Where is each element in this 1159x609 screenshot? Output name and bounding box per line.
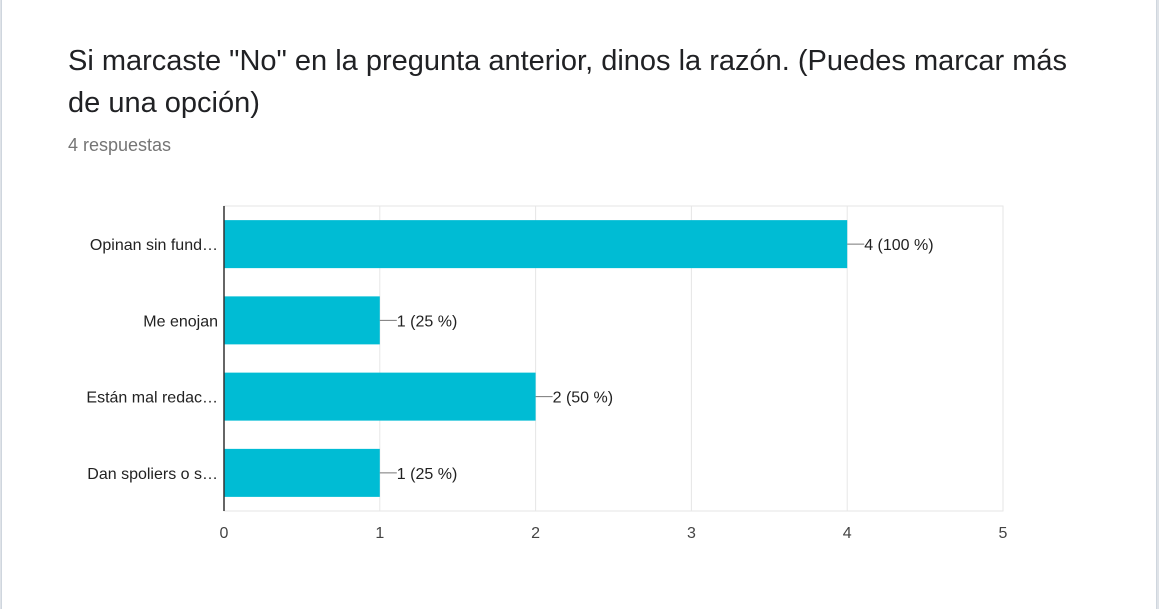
category-label: Están mal redac… bbox=[86, 390, 218, 407]
bar bbox=[224, 372, 536, 421]
category-label: Opinan sin fund… bbox=[90, 237, 218, 254]
x-tick-label: 1 bbox=[375, 525, 384, 542]
category-label: Me enojan bbox=[143, 313, 218, 330]
x-tick-label: 3 bbox=[687, 525, 696, 542]
x-tick-label: 4 bbox=[843, 525, 852, 542]
x-tick-label: 0 bbox=[220, 525, 229, 542]
bar bbox=[224, 296, 380, 345]
data-label: 1 (25 %) bbox=[397, 313, 457, 330]
data-label: 4 (100 %) bbox=[864, 237, 933, 254]
x-tick-label: 5 bbox=[999, 525, 1008, 542]
question-title: Si marcaste "No" en la pregunta anterior… bbox=[68, 45, 1068, 119]
bar bbox=[224, 448, 380, 497]
bar bbox=[224, 220, 848, 269]
response-count: 4 respuestas bbox=[68, 135, 172, 155]
category-label: Dan spoliers o s… bbox=[87, 466, 218, 483]
data-label: 2 (50 %) bbox=[553, 390, 613, 407]
data-label: 1 (25 %) bbox=[397, 466, 457, 483]
x-tick-label: 2 bbox=[531, 525, 540, 542]
